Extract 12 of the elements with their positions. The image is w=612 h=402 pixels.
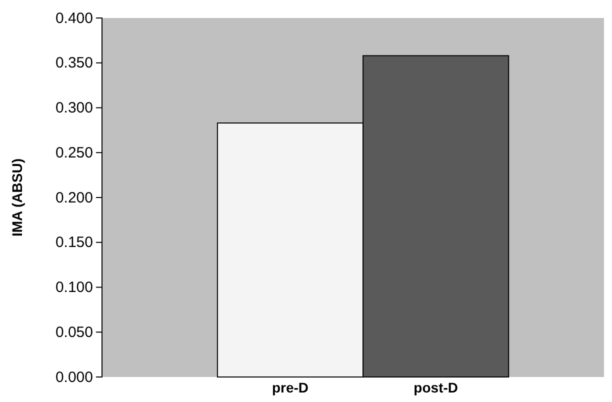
- y-tick-label: 0.000: [55, 368, 93, 386]
- y-tick-label: 0.150: [55, 234, 93, 252]
- y-tick-label: 0.400: [55, 10, 93, 27]
- y-tick-label: 0.250: [55, 144, 93, 162]
- x-tick-label: post-D: [414, 380, 458, 396]
- y-tick-label: 0.200: [55, 189, 93, 206]
- y-axis-title: IMA (ABSU): [9, 158, 25, 237]
- y-tick-label: 0.300: [55, 100, 93, 117]
- y-tick-label: 0.050: [55, 324, 93, 341]
- x-tick-label: pre-D: [272, 380, 309, 396]
- y-tick-label: 0.350: [55, 54, 93, 72]
- y-tick-label: 0.100: [55, 279, 93, 296]
